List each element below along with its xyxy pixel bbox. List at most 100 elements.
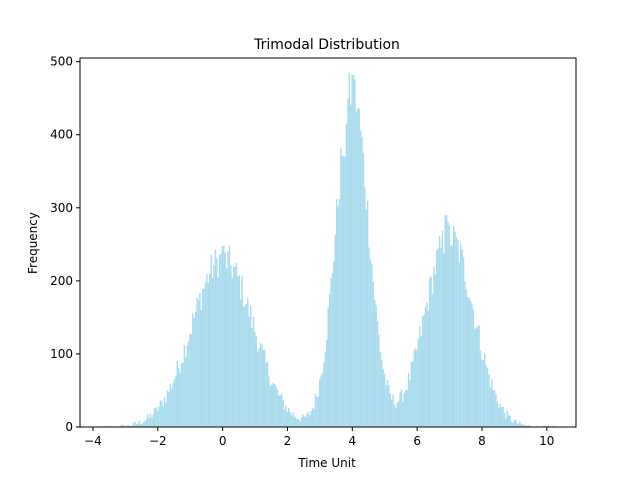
histogram-bar — [304, 416, 305, 427]
histogram-bar — [157, 411, 158, 427]
histogram-bar — [405, 390, 406, 427]
histogram-bar — [421, 336, 422, 427]
histogram-bar — [249, 317, 250, 427]
histogram-bar — [437, 249, 438, 427]
histogram-bar — [232, 278, 233, 427]
histogram-bar — [440, 248, 441, 427]
histogram-bar — [175, 376, 176, 427]
histogram-bar — [471, 304, 472, 427]
histogram-bar — [436, 250, 437, 427]
histogram-bar — [357, 108, 358, 427]
histogram-bar — [460, 244, 461, 427]
histogram-bar — [210, 255, 211, 427]
histogram-bar — [425, 307, 426, 427]
histogram-bar — [205, 283, 206, 427]
histogram-bar — [191, 334, 192, 427]
x-tick-label: 8 — [478, 434, 486, 448]
histogram-bar — [490, 388, 491, 427]
histogram-bar — [485, 366, 486, 427]
histogram-bar — [305, 417, 306, 427]
histogram-bar — [217, 278, 218, 427]
x-tick-label: 0 — [219, 434, 227, 448]
histogram-bar — [346, 124, 347, 427]
histogram-bar — [154, 408, 155, 427]
histogram-bar — [366, 210, 367, 427]
histogram-bar — [237, 276, 238, 427]
histogram-bar — [268, 377, 269, 427]
histogram-bar — [294, 417, 295, 427]
histogram-bar — [504, 413, 505, 427]
histogram-bar — [327, 308, 328, 427]
histogram-bar — [397, 402, 398, 427]
histogram-bar — [203, 288, 204, 427]
histogram-bar — [164, 397, 165, 427]
histogram-bar — [408, 373, 409, 427]
histogram-bar — [271, 385, 272, 427]
histogram-bar — [428, 310, 429, 427]
histogram-bar — [354, 79, 355, 427]
histogram-bar — [201, 310, 202, 427]
histogram-bar — [445, 215, 446, 427]
histogram-bar — [399, 392, 400, 427]
histogram-bar — [264, 350, 265, 427]
histogram-bar — [311, 411, 312, 427]
histogram-bar — [179, 373, 180, 427]
histogram-bar — [195, 311, 196, 427]
y-tick-label: 300 — [50, 201, 73, 215]
histogram-bar — [167, 390, 168, 427]
histogram-bar — [320, 375, 321, 427]
histogram-bar — [246, 304, 247, 427]
histogram-bar — [337, 206, 338, 427]
histogram-bar — [469, 298, 470, 427]
histogram-bar — [263, 350, 264, 427]
histogram-bar — [150, 414, 151, 427]
histogram-bar — [336, 199, 337, 427]
histogram-bar — [392, 394, 393, 427]
histogram-bar — [212, 278, 213, 427]
x-tick-label: 4 — [348, 434, 356, 448]
histogram-bar — [329, 294, 330, 427]
histogram-bar — [382, 369, 383, 427]
histogram-bar — [223, 246, 224, 427]
histogram-bar — [343, 157, 344, 427]
histogram-bar — [478, 325, 479, 427]
histogram-bar — [363, 153, 364, 427]
histogram-bar — [430, 276, 431, 427]
histogram-bar — [215, 249, 216, 427]
y-tick-label: 100 — [50, 347, 73, 361]
histogram-bar — [137, 424, 138, 427]
histogram-bar — [213, 265, 214, 427]
histogram-bar — [480, 350, 481, 427]
chart-title: Trimodal Distribution — [253, 37, 400, 53]
histogram-bar — [435, 274, 436, 427]
histogram-bar — [516, 424, 517, 427]
histogram-bar — [133, 422, 134, 427]
histogram-bar — [240, 299, 241, 427]
histogram-bar — [225, 253, 226, 427]
histogram-bar — [333, 262, 334, 427]
histogram-bar — [147, 414, 148, 427]
histogram-bar — [371, 264, 372, 427]
histogram-bar — [459, 263, 460, 427]
x-tick-label: 2 — [284, 434, 292, 448]
histogram-bar — [447, 222, 448, 427]
histogram-bar — [470, 301, 471, 427]
histogram-bar — [350, 105, 351, 427]
histogram-bar — [494, 391, 495, 427]
histogram-bar — [253, 317, 254, 427]
histogram-bar — [492, 390, 493, 427]
histogram-bar — [243, 307, 244, 427]
histogram-bar — [315, 394, 316, 427]
y-tick-label: 400 — [50, 128, 73, 142]
histogram-bar — [483, 360, 484, 427]
histogram-bar — [466, 289, 467, 427]
x-tick-label: 6 — [413, 434, 421, 448]
histogram-bar — [302, 414, 303, 427]
histogram-bar — [196, 298, 197, 427]
histogram-bar — [323, 362, 324, 427]
histogram-bar — [347, 99, 348, 427]
histogram-bar — [426, 302, 427, 427]
histogram-bar — [359, 109, 360, 427]
histogram-bar — [161, 400, 162, 427]
histogram-bar — [402, 402, 403, 427]
